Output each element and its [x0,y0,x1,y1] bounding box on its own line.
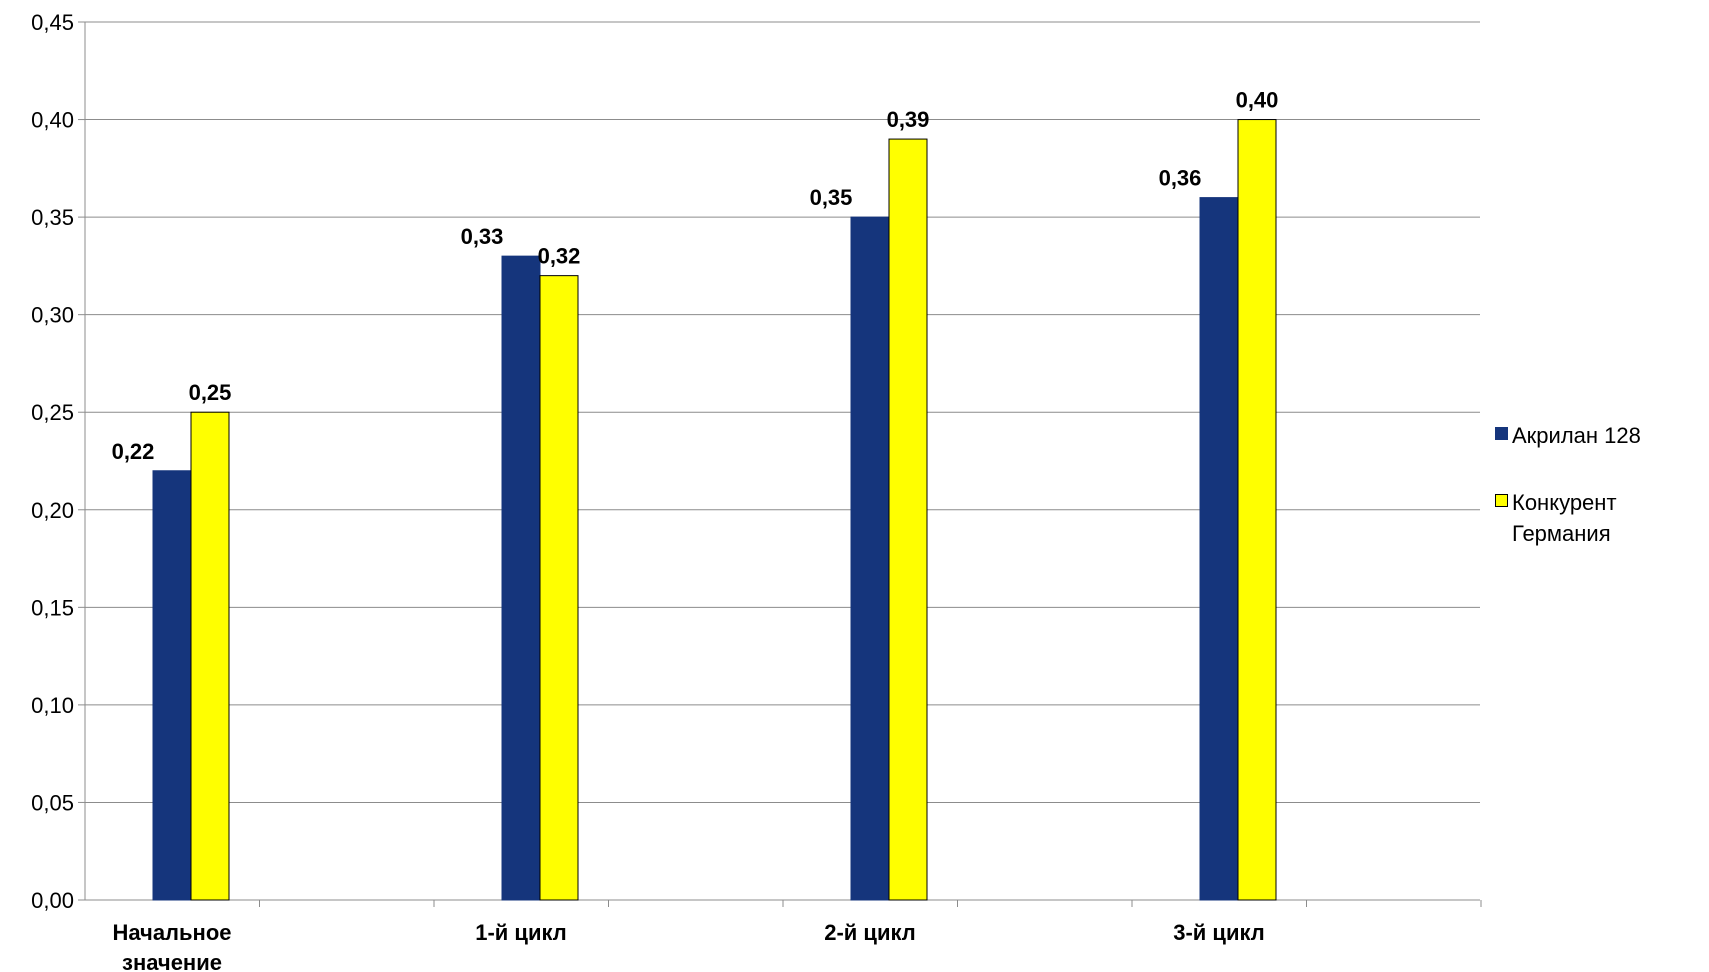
legend-item-series-1: Акрилан 128 [1495,420,1695,451]
data-labels: 0,22 0,25 0,33 0,32 0,35 0,39 0,36 0,40 [112,88,1279,464]
bar-series-1 [850,216,890,901]
category-label: 3-й цикл [1173,920,1265,945]
legend: Акрилан 128 Конкурент Германия [1495,420,1695,585]
category-labels: Начальное значение 1-й цикл 2-й цикл 3-й цик… [112,920,1264,972]
y-tick-label: 0,10 [31,693,74,718]
bar-series-2 [888,138,928,901]
bars [152,119,1277,901]
bar-series-2 [539,275,579,901]
legend-label-series-1: Акрилан 128 [1512,423,1641,448]
legend-item-series-2: Конкурент Германия [1495,487,1695,549]
data-label: 0,25 [189,380,232,405]
bar-series-1 [501,255,541,901]
y-axis-ticks: 0,00 0,05 0,10 0,15 0,20 0,25 0,30 0,35 0,40 0,45 [31,10,85,913]
bar-series-1 [152,470,192,901]
y-tick-label: 0,05 [31,790,74,815]
y-tick-label: 0,35 [31,205,74,230]
bar-series-1 [1199,197,1239,901]
category-label: значение [122,950,222,972]
data-label: 0,35 [810,185,853,210]
legend-swatch-series-1 [1495,427,1508,440]
data-label: 0,36 [1159,166,1202,191]
grid-lines [85,21,1480,803]
legend-label-series-2: Конкурент Германия [1512,490,1617,546]
bar-series-2 [190,411,230,901]
category-label: Начальное [112,920,231,945]
category-label: 1-й цикл [475,920,567,945]
data-label: 0,32 [538,244,581,269]
y-tick-label: 0,45 [31,10,74,35]
y-tick-label: 0,40 [31,108,74,133]
y-tick-label: 0,25 [31,400,74,425]
data-label: 0,33 [461,224,504,249]
y-tick-label: 0,00 [31,888,74,913]
data-label: 0,39 [887,107,930,132]
legend-swatch-series-2 [1495,494,1508,507]
bar-series-2 [1237,119,1277,901]
y-tick-label: 0,30 [31,303,74,328]
data-label: 0,22 [112,439,155,464]
data-label: 0,40 [1236,88,1279,113]
y-tick-label: 0,15 [31,595,74,620]
y-tick-label: 0,20 [31,498,74,523]
category-label: 2-й цикл [824,920,916,945]
